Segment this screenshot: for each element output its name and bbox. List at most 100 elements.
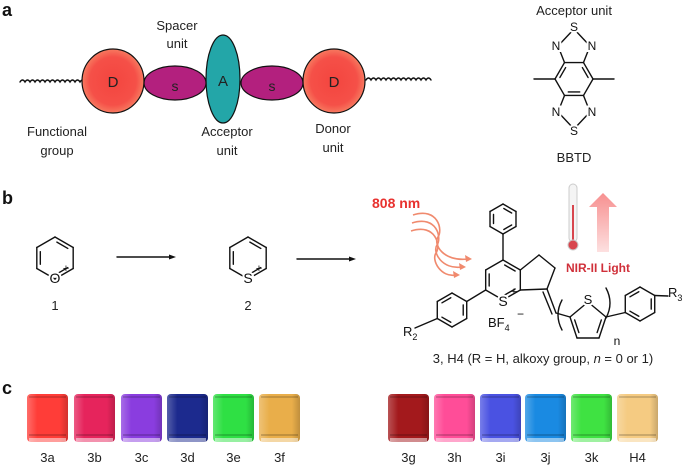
donor-unit-label: Donor	[315, 121, 351, 136]
ring-bond	[451, 317, 468, 328]
ring-bond	[582, 61, 594, 80]
vial-label: 3f	[274, 450, 285, 465]
vial-glass-highlight	[525, 394, 566, 442]
double-bond	[441, 297, 452, 304]
spacer-label: Spacer	[156, 18, 198, 33]
ring-bond	[54, 236, 74, 249]
dsasd-schematic: D D s s A Spacer unit Functional group A…	[19, 18, 432, 158]
thiopyrylium-structure: S+	[229, 236, 267, 288]
vial-base	[436, 438, 473, 442]
ring-bond	[229, 236, 249, 249]
bond	[557, 111, 575, 130]
vial-glass-highlight	[121, 394, 162, 442]
double-bond	[504, 288, 516, 296]
acceptor-unit-label: unit	[217, 143, 238, 158]
positive-charge: +	[511, 286, 517, 298]
double-bond	[249, 266, 262, 275]
nitrogen-atom: N	[552, 39, 561, 53]
double-bond	[503, 207, 513, 214]
double-bond	[596, 319, 603, 334]
ring-bond	[639, 311, 656, 322]
subscript: 4	[505, 323, 510, 333]
compound-1-label: 1	[51, 298, 58, 313]
product-structure: Sn S + BF4− R2 R3	[403, 203, 682, 348]
vial-label: 3d	[180, 450, 194, 465]
vial-label: 3j	[540, 450, 550, 465]
vial-3h: 3h	[434, 394, 475, 465]
double-bond	[559, 66, 567, 79]
emission-label: NIR-II Light	[566, 261, 630, 275]
bond	[557, 94, 566, 113]
functional-group-chain-left	[19, 79, 86, 84]
vial-label: 3a	[40, 450, 55, 465]
light-wave-arrowhead	[453, 271, 460, 278]
ring-bond	[502, 225, 517, 235]
vial-glass-highlight	[388, 394, 429, 442]
ring-bond	[489, 225, 504, 235]
repeat-count: n	[614, 334, 621, 348]
spacer-letter: s	[269, 78, 276, 94]
panel-label-b: b	[2, 188, 13, 208]
bond	[605, 311, 626, 318]
bond	[557, 45, 566, 64]
vial-glass-highlight	[259, 394, 300, 442]
sulfur-atom: S	[243, 270, 252, 286]
vial-base	[123, 438, 160, 442]
sulfur-atom: S	[584, 292, 593, 307]
vial-3a: 3a	[27, 394, 68, 465]
double-bond	[503, 224, 513, 231]
ring-bond	[484, 289, 504, 301]
bond	[519, 254, 540, 271]
vial-base	[29, 438, 66, 442]
ring-bond	[247, 236, 267, 249]
ring-bond	[484, 259, 504, 271]
nitrogen-atom: N	[552, 105, 561, 119]
vial-3g: 3g	[388, 394, 429, 465]
panel-label-c: c	[2, 378, 12, 398]
positive-charge: +	[63, 263, 69, 275]
donor-unit-label: unit	[323, 140, 344, 155]
ring-bond	[554, 78, 566, 97]
ring-bond	[582, 78, 594, 97]
bond	[546, 288, 557, 314]
bond	[546, 267, 556, 290]
vial-3d: 3d	[167, 394, 208, 465]
ring-bond	[554, 61, 566, 80]
bond	[557, 28, 575, 47]
double-bond	[581, 66, 589, 79]
repeat-bracket-close	[605, 287, 611, 319]
bbtd-name: BBTD	[557, 150, 592, 165]
double-bond	[573, 319, 580, 334]
vial-3f: 3f	[259, 394, 300, 465]
acceptor-unit-label: Acceptor	[201, 124, 253, 139]
ring-bond	[36, 267, 56, 280]
double-bond	[249, 241, 262, 250]
ring-bond	[436, 292, 453, 303]
acceptor-unit	[205, 34, 241, 124]
donor-letter: D	[329, 74, 340, 91]
donor-unit-right	[302, 48, 366, 114]
vial-base	[390, 438, 427, 442]
bond	[582, 45, 591, 64]
vial-label: 3b	[87, 450, 101, 465]
light-wave	[410, 228, 457, 277]
vial-3b: 3b	[74, 394, 115, 465]
bond	[555, 312, 571, 318]
vial-base	[76, 438, 113, 442]
vial-base	[619, 438, 656, 442]
sulfur-atom: S	[570, 124, 578, 138]
vial-base	[527, 438, 564, 442]
functional-group-label: group	[40, 143, 73, 158]
vial-glass-highlight	[167, 394, 208, 442]
vial-glass-highlight	[434, 394, 475, 442]
sulfur-atom: S	[570, 20, 578, 34]
donor-unit-left	[81, 48, 145, 114]
vial-base	[573, 438, 610, 442]
bond	[414, 317, 438, 329]
bond	[582, 94, 591, 113]
counterion-label: BF4	[488, 315, 510, 333]
vial-glass-highlight	[617, 394, 658, 442]
spacer-label: unit	[167, 36, 188, 51]
light-wave	[412, 212, 469, 261]
vial-label: 3i	[495, 450, 505, 465]
